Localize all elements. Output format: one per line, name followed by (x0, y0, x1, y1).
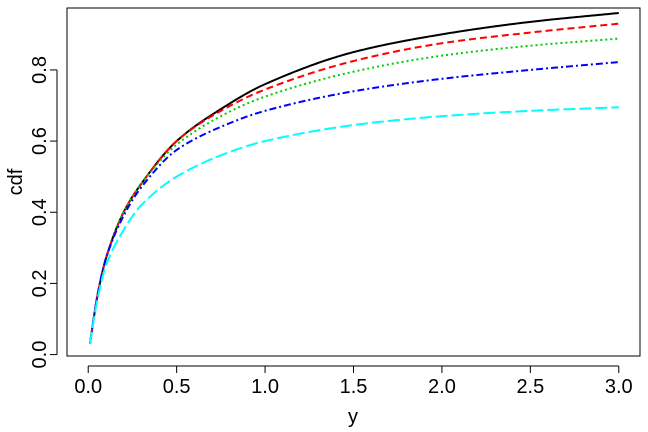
y-axis-title: cdf (5, 168, 27, 195)
x-tick-label: 3.0 (605, 376, 633, 398)
x-tick-label: 1.5 (340, 376, 368, 398)
series-layer (89, 11, 619, 345)
y-tick-label: 0.2 (29, 270, 51, 298)
x-tick-label: 2.0 (428, 376, 456, 398)
x-tick-label: 2.5 (516, 376, 544, 398)
x-tick-label: 1.0 (251, 376, 279, 398)
y-axis: 0.0 0.2 0.4 0.6 0.8 (29, 56, 58, 369)
y-tick-label: 0.4 (29, 198, 51, 226)
y-tick-label: 0.0 (29, 341, 51, 369)
series-line-1 (89, 11, 619, 345)
y-tick-label: 0.8 (29, 56, 51, 84)
series-line-4 (89, 61, 619, 345)
y-tick-label: 0.6 (29, 127, 51, 155)
x-tick-label: 0.5 (163, 376, 191, 398)
series-line-2 (89, 22, 619, 345)
x-axis: 0.0 0.5 1.0 1.5 2.0 2.5 3.0 (74, 365, 633, 398)
series-line-5 (89, 106, 619, 345)
plot-frame (66, 7, 641, 357)
x-tick-label: 0.0 (74, 376, 102, 398)
x-axis-title: y (348, 406, 358, 428)
series-line-3 (89, 37, 619, 345)
